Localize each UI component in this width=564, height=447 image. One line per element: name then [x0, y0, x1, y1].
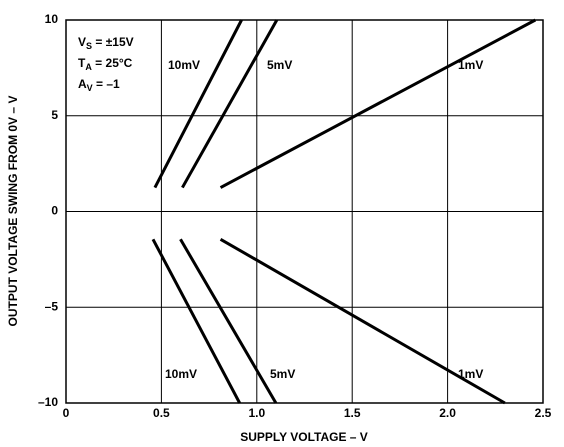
- annotation-main: A: [78, 77, 87, 91]
- y-tick-label: –10: [38, 395, 58, 409]
- annotation: VS = ±15V: [78, 35, 134, 51]
- series-label: 1mV: [458, 58, 483, 72]
- series-label: 5mV: [267, 58, 292, 72]
- y-tick-label: 0: [51, 204, 58, 218]
- x-tick-label: 2.0: [439, 406, 456, 420]
- y-axis-title: OUTPUT VOLTAGE SWING FROM 0V – V: [6, 96, 20, 327]
- series-line: [181, 19, 279, 189]
- annotation-main: T: [78, 56, 86, 70]
- annotation: AV = –1: [78, 77, 120, 93]
- x-tick-label: 0.5: [153, 406, 170, 420]
- annotation-main: V: [78, 35, 86, 49]
- series-line: [219, 237, 506, 405]
- series-line: [151, 238, 241, 404]
- y-tick-label: 10: [45, 12, 59, 26]
- x-tick-label: 1.0: [248, 406, 265, 420]
- x-tick-label: 0: [63, 406, 70, 420]
- series-line: [219, 18, 537, 189]
- plot-frame: [65, 19, 544, 404]
- series-label: 10mV: [168, 58, 200, 72]
- y-tick-label: –5: [45, 299, 59, 313]
- series-line: [179, 238, 278, 404]
- annotation-sub: S: [86, 41, 92, 51]
- series-label: 5mV: [270, 367, 295, 381]
- annotation-sub: A: [85, 62, 92, 72]
- annotation-rest: = –1: [93, 77, 120, 91]
- series-label: 1mV: [458, 367, 483, 381]
- annotation: TA = 25°C: [78, 56, 133, 72]
- x-tick-label: 1.5: [344, 406, 361, 420]
- series-label: 10mV: [165, 367, 197, 381]
- x-tick-label: 2.5: [535, 406, 552, 420]
- y-tick-label: 5: [51, 108, 58, 122]
- annotation-sub: V: [87, 83, 93, 93]
- x-axis-title: SUPPLY VOLTAGE – V: [240, 430, 368, 444]
- annotation-rest: = 25°C: [92, 56, 133, 70]
- annotation-rest: = ±15V: [92, 35, 134, 49]
- series-line: [153, 19, 243, 189]
